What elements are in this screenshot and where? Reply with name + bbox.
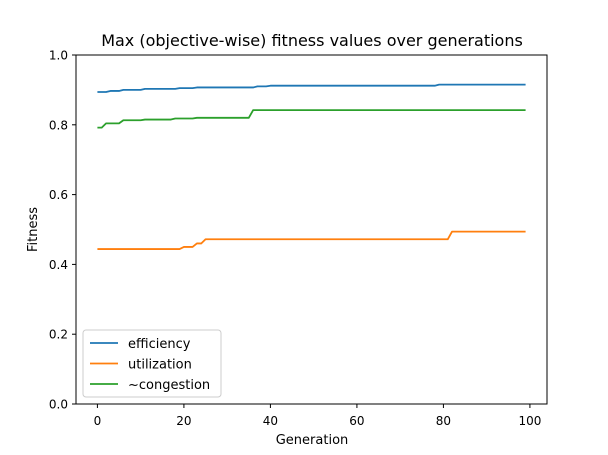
series-line-congestion xyxy=(97,109,526,129)
legend-label: efficiency xyxy=(128,337,191,352)
chart-title: Max (objective-wise) fitness values over… xyxy=(101,31,523,50)
y-tick-label: 0.6 xyxy=(49,188,68,202)
x-tick-label: 80 xyxy=(436,414,451,428)
y-tick-label: 0.0 xyxy=(49,398,68,412)
series-line-utilization xyxy=(97,230,526,250)
y-tick-label: 0.8 xyxy=(49,118,68,132)
y-tick-label: 0.2 xyxy=(49,328,68,342)
y-axis-label: Fitness xyxy=(26,207,41,252)
series-line-efficiency xyxy=(97,83,526,93)
legend-box xyxy=(82,329,222,398)
legend-label: ~congestion xyxy=(128,378,210,393)
legend-label: utilization xyxy=(128,358,192,373)
axes-frame xyxy=(75,54,548,405)
plot-area: 0 20 40 60 80 100 0.0 0.2 0.4 0.6 0.8 1.0 efficiency… xyxy=(49,49,548,428)
x-tick-label: 60 xyxy=(349,414,364,428)
x-axis-label: Generation xyxy=(276,433,349,448)
y-tick-label: 1.0 xyxy=(49,49,68,63)
legend: efficiency utilization ~congestion xyxy=(82,329,222,398)
x-tick-label: 40 xyxy=(263,414,278,428)
x-tick-label: 100 xyxy=(518,414,541,428)
x-tick-label: 0 xyxy=(94,414,102,428)
x-tick-label: 20 xyxy=(176,414,191,428)
y-tick-label: 0.4 xyxy=(49,258,68,272)
